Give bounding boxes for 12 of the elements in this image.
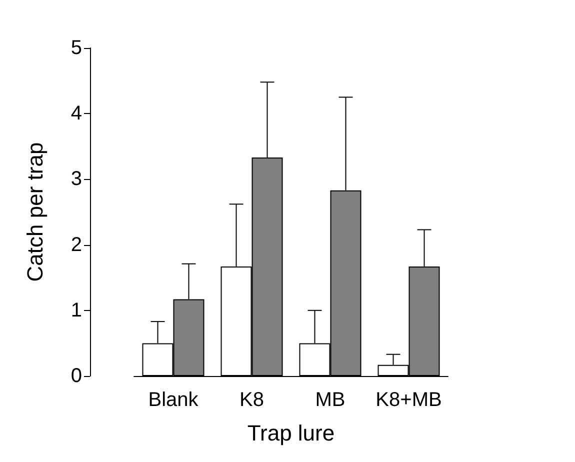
y-tick-label: 5 [70,37,82,59]
x-tick-label: K8+MB [376,389,442,411]
x-tick-label: MB [315,389,346,411]
x-axis-title: Trap lure [247,420,335,446]
y-tick-label: 0 [70,365,82,387]
x-tick-label: Blank [148,389,200,411]
y-tick-label: 4 [70,102,82,125]
x-tick-label: K8 [240,389,264,411]
y-axis-title: Catch per trap [22,142,48,282]
y-tick-label: 1 [70,299,82,322]
y-tick-label: 3 [70,168,82,190]
y-tick-label: 2 [70,234,82,256]
